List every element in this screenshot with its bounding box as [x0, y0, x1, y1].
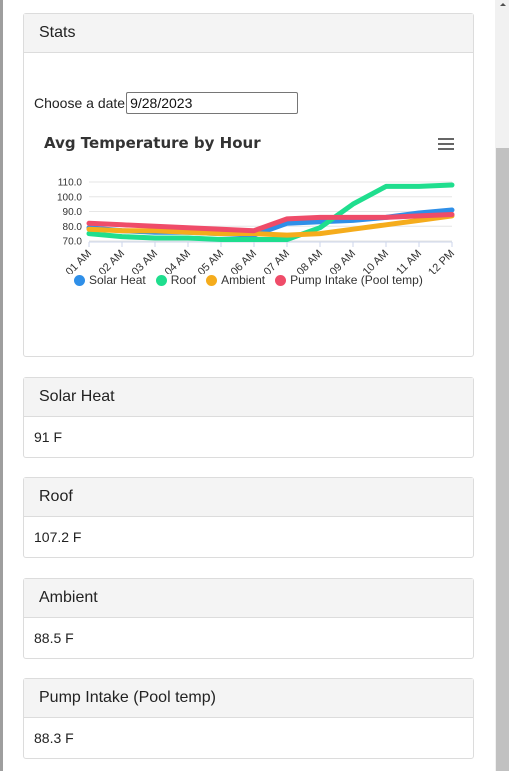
legend-label: Ambient — [221, 273, 266, 287]
legend-dot-icon — [155, 274, 167, 286]
legend-dot-icon — [275, 274, 287, 286]
y-tick-label: 110.0 — [58, 178, 83, 189]
sensor-card-title: Pump Intake (Pool temp) — [24, 679, 473, 718]
stats-card: Stats Choose a date Avg Temperature by H… — [23, 13, 474, 357]
x-tick-label: 01 AM — [64, 248, 95, 274]
legend-item[interactable]: Solar Heat — [74, 273, 146, 287]
temperature-chart: 110.0 100.0 90.0 80.0 70.001 AM 02 AM 03 AM 04 … — [57, 178, 457, 275]
x-tick-label: 11 AM — [394, 248, 424, 274]
stats-card-header: Stats — [24, 14, 473, 53]
x-tick-label: 04 AM — [163, 248, 194, 274]
x-tick-label: 02 AM — [97, 248, 128, 274]
sensor-card-value: 88.5 F — [34, 630, 74, 646]
x-tick-label: 09 AM — [328, 248, 359, 274]
legend-label: Roof — [170, 273, 197, 287]
x-tick-label: 07 AM — [262, 248, 293, 274]
legend-dot-icon — [74, 274, 85, 286]
scrollbar-thumb[interactable] — [496, 148, 509, 771]
legend-item[interactable]: Pump Intake (Pool temp) — [275, 273, 423, 287]
sensor-card-roof: Roof 107.2 F — [23, 477, 474, 558]
y-tick-label: 80.0 — [63, 222, 83, 233]
window-edge — [0, 0, 3, 771]
y-tick-label: 70.0 — [63, 237, 83, 248]
chart-title: Avg Temperature by Hour — [44, 134, 261, 152]
sensor-card-pump-intake: Pump Intake (Pool temp) 88.3 F — [23, 678, 474, 759]
sensor-card-title: Ambient — [24, 579, 473, 618]
sensor-card-value: 88.3 F — [34, 730, 74, 746]
sensor-card-title: Roof — [24, 478, 473, 517]
date-input[interactable] — [126, 92, 299, 114]
series-line — [86, 182, 455, 242]
series-line — [86, 213, 455, 238]
sensor-card-title: Solar Heat — [24, 378, 473, 417]
x-tick-label: 05 AM — [196, 248, 227, 274]
legend-item[interactable]: Roof — [155, 273, 197, 287]
legend-dot-icon — [206, 274, 218, 286]
sensor-card-solar-heat: Solar Heat 91 F — [23, 377, 474, 458]
date-label: Choose a date — [34, 95, 126, 111]
chart-menu-icon[interactable] — [438, 138, 454, 150]
sensor-card-value: 91 F — [34, 429, 63, 445]
scroll-up-arrow-icon[interactable] — [498, 0, 508, 10]
x-tick-label: 12 PM — [426, 248, 457, 274]
y-tick-label: 100.0 — [57, 192, 82, 203]
x-tick-label: 08 AM — [295, 248, 326, 274]
series-line — [86, 212, 455, 234]
legend-label: Pump Intake (Pool temp) — [290, 273, 423, 287]
legend-item[interactable]: Ambient — [206, 273, 265, 287]
y-tick-label: 90.0 — [63, 207, 83, 218]
sensor-card-ambient: Ambient 88.5 F — [23, 578, 474, 659]
x-tick-label: 06 AM — [229, 248, 260, 274]
legend-label: Solar Heat — [89, 273, 146, 287]
sensor-card-value: 107.2 F — [34, 529, 82, 545]
chart-legend: Solar Heat Roof Ambient Pump Intake (Pool t… — [74, 273, 423, 287]
date-picker-row: Choose a date — [34, 92, 299, 114]
x-tick-label: 10 AM — [361, 248, 392, 274]
x-tick-label: 03 AM — [130, 248, 161, 274]
